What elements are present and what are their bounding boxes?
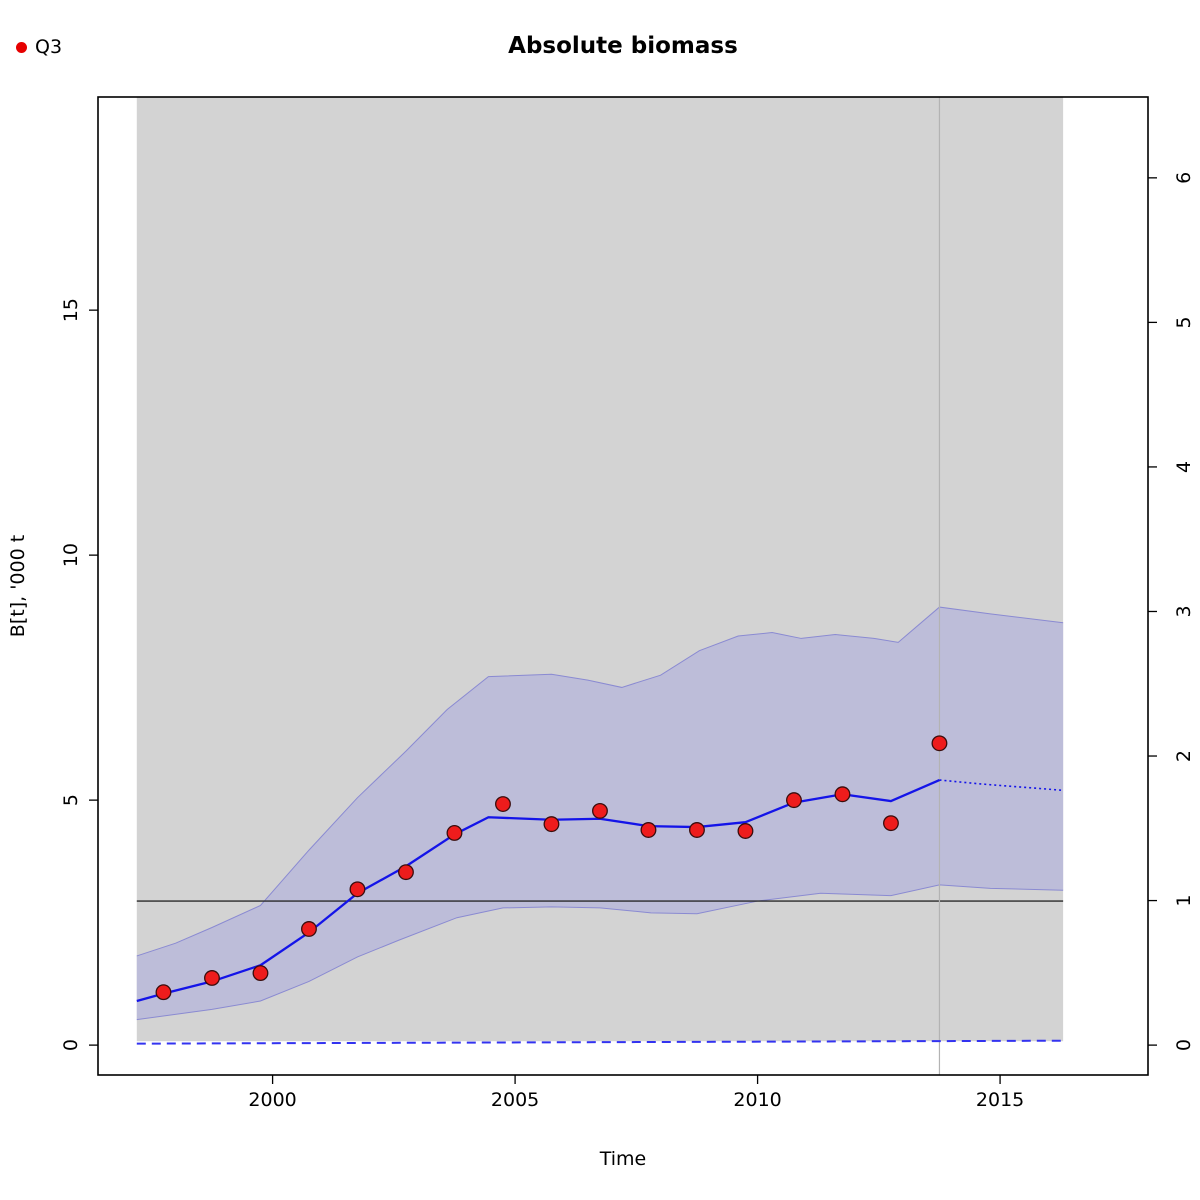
x-tick-label: 2010 [733, 1089, 781, 1111]
x-tick-label: 2000 [248, 1089, 296, 1111]
y-right-tick-label: 4 [1173, 461, 1195, 473]
y-right-tick-label: 5 [1173, 316, 1195, 328]
Q3-index-point [737, 823, 754, 839]
Q3-index-point [786, 792, 802, 809]
Q3-index-point [204, 970, 220, 986]
y-left-tick-label: 15 [60, 298, 82, 322]
biomass-confidence-band-upper-edge [136, 606, 1064, 957]
Q3-index-point [349, 881, 366, 898]
Q3-index-point [155, 984, 172, 1001]
y-left-tick-label: 5 [60, 794, 82, 806]
Q3-index-point [689, 822, 705, 838]
legend: Q3 [16, 36, 62, 58]
near-zero-dashed-line [136, 1039, 1064, 1045]
Q3-index-point [446, 824, 463, 841]
y-right-tick-label: 1 [1173, 895, 1195, 907]
legend-q3-marker-icon [16, 41, 27, 53]
y-right-tick-label: 3 [1173, 605, 1195, 617]
Q3-index-point [931, 735, 948, 752]
Q3-index-point [301, 921, 317, 937]
Q3-index-point [640, 822, 657, 838]
Q3-index-point [398, 864, 414, 881]
y-axis-label: B[t], '000 t [7, 534, 29, 638]
chart-title: Absolute biomass [508, 33, 738, 59]
x-tick-label: 2015 [976, 1089, 1024, 1111]
Q3-index-point [495, 796, 511, 812]
Q3-index-point [883, 815, 899, 832]
y-right-tick-label: 6 [1173, 172, 1195, 184]
x-axis-label: Time [599, 1148, 647, 1170]
legend-label: Q3 [35, 36, 63, 58]
x-tick-label: 2005 [491, 1089, 539, 1111]
y-left-tick-label: 10 [60, 543, 82, 567]
Q3-index-point [543, 816, 560, 833]
plot-border [97, 96, 1149, 1076]
y-right-tick-label: 2 [1173, 750, 1195, 762]
y-right-tick-label: 0 [1173, 1039, 1195, 1051]
biomass-forecast [939, 779, 1064, 792]
biomass-confidence-band-lower-edge [136, 884, 1064, 1021]
Q3-index-point [252, 965, 269, 982]
Q3-index-point [834, 786, 851, 803]
Q3-index-point [592, 802, 608, 819]
y-left-tick-label: 0 [60, 1039, 82, 1051]
biomass-estimate [136, 778, 940, 1003]
